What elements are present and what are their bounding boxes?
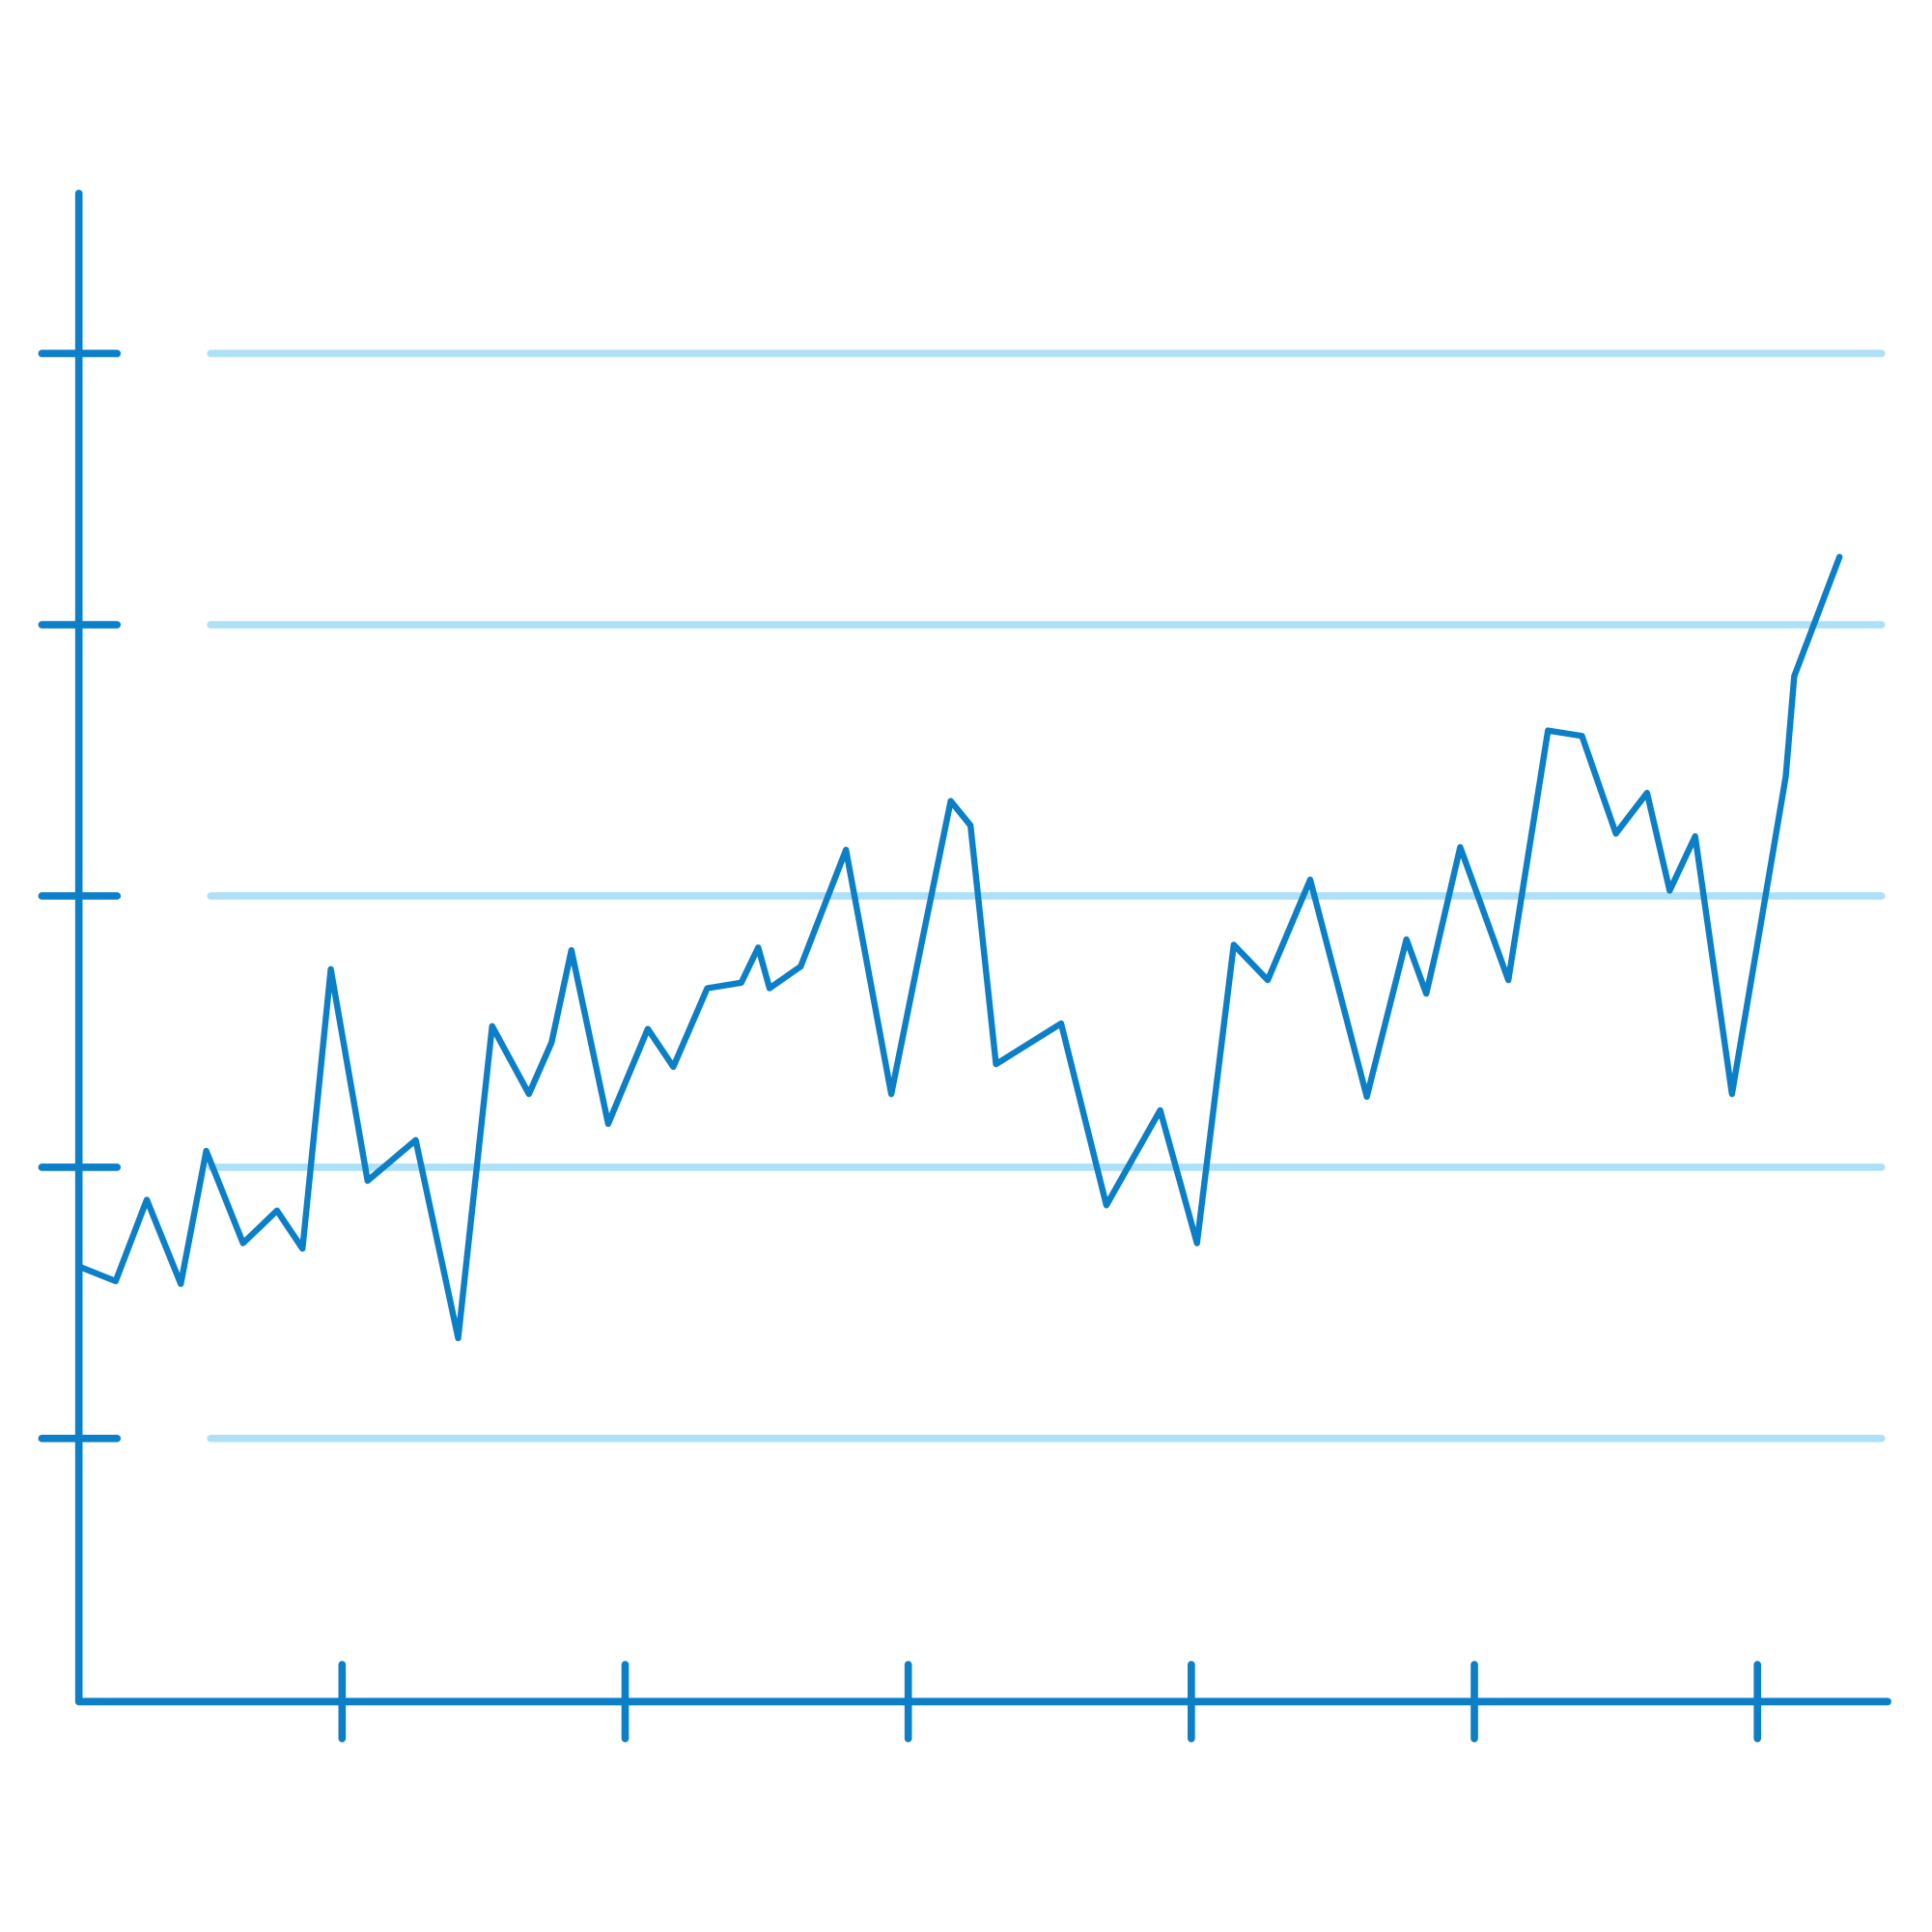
data-line <box>78 553 1843 1342</box>
axes <box>74 189 1891 1706</box>
